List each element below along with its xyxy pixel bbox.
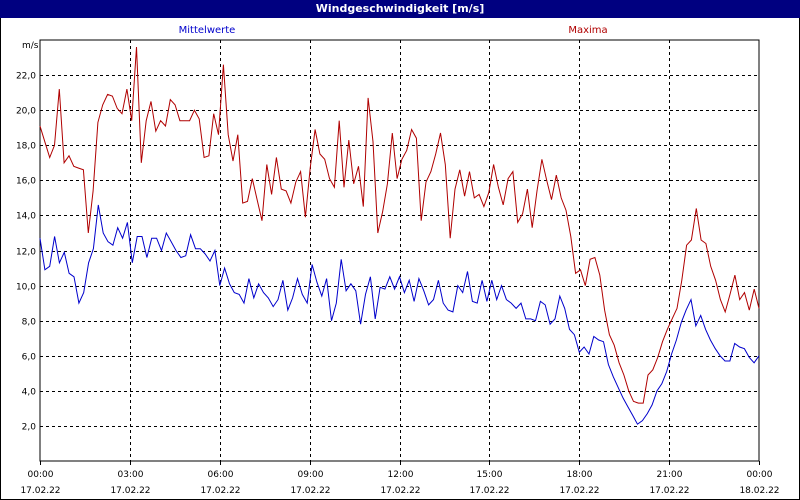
y-tick-label: 18,0: [16, 142, 36, 152]
y-tick-label: 2,0: [22, 423, 37, 433]
x-tick-time: 12:00: [388, 470, 414, 480]
x-tick-time: 18:00: [567, 470, 593, 480]
y-axis-label: m/s: [22, 41, 39, 51]
x-tick-date: 17.02.22: [200, 486, 240, 496]
x-tick-date: 17.02.22: [290, 486, 330, 496]
x-tick-time: 09:00: [298, 470, 324, 480]
grid: [40, 40, 759, 461]
y-tick-label: 8,0: [22, 318, 37, 328]
x-tick-time: 00:00: [747, 470, 773, 480]
x-tick-time: 00:00: [28, 470, 54, 480]
x-tick-time: 06:00: [208, 470, 234, 480]
x-tick-time: 21:00: [657, 470, 683, 480]
series-mittelwerte-line: [39, 204, 760, 425]
y-tick-label: 6,0: [22, 353, 37, 363]
axes: [39, 39, 760, 465]
x-tick-date: 17.02.22: [380, 486, 420, 496]
window-title: Windgeschwindigkeit [m/s]: [0, 0, 800, 18]
x-tick-date: 17.02.22: [20, 486, 60, 496]
x-tick-date: 17.02.22: [110, 486, 150, 496]
x-tick-time: 03:00: [118, 470, 144, 480]
y-tick-label: 12,0: [16, 248, 36, 258]
legend-mittelwerte: Mittelwerte: [179, 25, 236, 36]
series-maxima-line: [39, 46, 760, 404]
y-tick-label: 4,0: [22, 388, 37, 398]
x-tick-date: 17.02.22: [559, 486, 599, 496]
y-tick-label: 14,0: [16, 212, 36, 222]
series-lines: [39, 46, 760, 425]
y-tick-label: 22,0: [16, 72, 36, 82]
legend-maxima: Maxima: [568, 25, 607, 36]
y-tick-label: 20,0: [16, 107, 36, 117]
x-tick-date: 17.02.22: [469, 486, 509, 496]
x-tick-time: 15:00: [477, 470, 503, 480]
y-tick-label: 10,0: [16, 283, 36, 293]
x-tick-date: 18.02.22: [739, 486, 779, 496]
tick-labels: 2,0 4,0 6,0 8,0 10,0 12,0 14,0 16,0 18,0 20,0 22,0…: [16, 72, 780, 497]
x-tick-date: 17.02.22: [649, 486, 689, 496]
plot-border: [39, 39, 760, 462]
y-tick-label: 16,0: [16, 177, 36, 187]
